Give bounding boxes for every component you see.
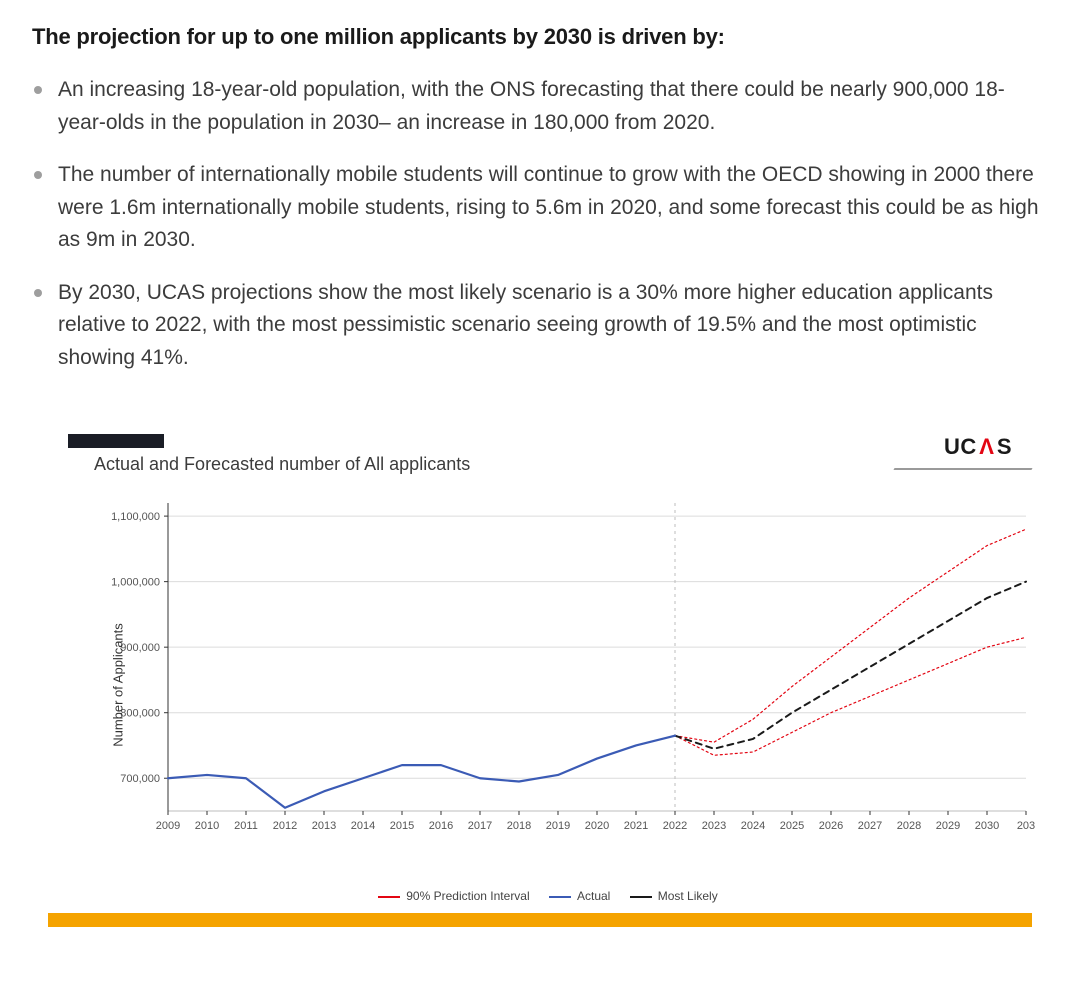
svg-text:1,000,000: 1,000,000	[111, 577, 160, 589]
footer-accent-bar	[48, 913, 1032, 927]
svg-text:203: 203	[1017, 820, 1035, 832]
chart-card: Actual and Forecasted number of All appl…	[40, 434, 1040, 927]
svg-text:800,000: 800,000	[120, 708, 160, 720]
legend-label: Most Likely	[658, 889, 718, 903]
legend-swatch-red	[378, 896, 400, 898]
svg-text:2030: 2030	[975, 820, 999, 832]
legend-swatch-blue	[549, 896, 571, 898]
legend-label: 90% Prediction Interval	[406, 889, 529, 903]
svg-text:2020: 2020	[585, 820, 609, 832]
logo-text-right: S	[997, 434, 1012, 459]
svg-text:2023: 2023	[702, 820, 726, 832]
svg-text:2028: 2028	[897, 820, 921, 832]
svg-text:2017: 2017	[468, 820, 492, 832]
heading: The projection for up to one million app…	[32, 24, 1048, 50]
y-axis-label: Number of Applicants	[110, 624, 125, 748]
svg-text:2014: 2014	[351, 820, 375, 832]
logo-slash: Λ	[977, 434, 997, 460]
svg-text:2011: 2011	[234, 820, 258, 832]
svg-text:2029: 2029	[936, 820, 960, 832]
svg-text:2027: 2027	[858, 820, 882, 832]
bullet-item: The number of internationally mobile stu…	[32, 159, 1048, 257]
legend-swatch-black	[630, 896, 652, 898]
svg-text:900,000: 900,000	[120, 643, 160, 655]
svg-text:2015: 2015	[390, 820, 414, 832]
ucas-logo: UCΛS	[918, 428, 1030, 466]
svg-text:2018: 2018	[507, 820, 531, 832]
legend-label: Actual	[577, 889, 610, 903]
chart-title: Actual and Forecasted number of All appl…	[94, 454, 1040, 475]
svg-text:2013: 2013	[312, 820, 336, 832]
title-accent-bar	[68, 434, 164, 448]
svg-text:2012: 2012	[273, 820, 297, 832]
chart-legend: 90% Prediction Interval Actual Most Like…	[40, 889, 1040, 903]
bullet-item: An increasing 18-year-old population, wi…	[32, 74, 1048, 139]
svg-text:2016: 2016	[429, 820, 453, 832]
chart-area: Number of Applicants 700,000 800,000 900,0…	[76, 495, 1040, 875]
svg-text:1,100,000: 1,100,000	[111, 511, 160, 523]
svg-text:2025: 2025	[780, 820, 804, 832]
svg-text:2019: 2019	[546, 820, 570, 832]
svg-text:2010: 2010	[195, 820, 219, 832]
svg-text:700,000: 700,000	[120, 774, 160, 786]
logo-text-left: UC	[944, 434, 977, 459]
bullet-list: An increasing 18-year-old population, wi…	[32, 74, 1048, 374]
svg-text:2026: 2026	[819, 820, 843, 832]
svg-text:2021: 2021	[624, 820, 648, 832]
svg-text:2024: 2024	[741, 820, 765, 832]
chart-svg: 700,000 800,000 900,000 1,000,000 1,100,000 2…	[76, 495, 1036, 855]
svg-text:2009: 2009	[156, 820, 180, 832]
bullet-item: By 2030, UCAS projections show the most …	[32, 277, 1048, 375]
svg-text:2022: 2022	[663, 820, 687, 832]
